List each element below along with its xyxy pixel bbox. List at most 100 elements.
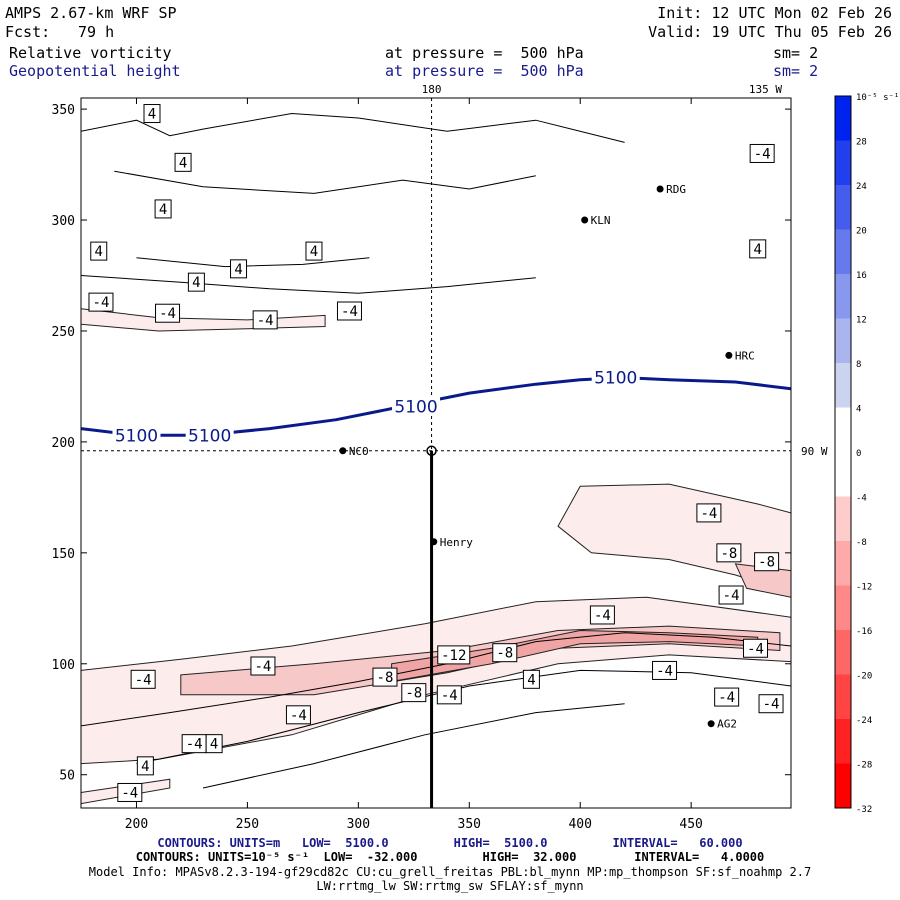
vorticity-label-9: -4 — [257, 313, 274, 329]
colorbar-tick-15: -28 — [856, 761, 872, 771]
colorbar-segment-8 — [835, 452, 851, 497]
y-tick-label-200: 200 — [52, 436, 75, 451]
colorbar-segment-5 — [835, 318, 851, 364]
vorticity-label-15: -8 — [758, 555, 775, 571]
vorticity-label-5: 4 — [234, 262, 242, 278]
vorticity-label-17: -4 — [594, 608, 611, 624]
vorticity-label-10: -4 — [341, 304, 358, 320]
colorbar-tick-3: 20 — [856, 227, 867, 237]
vorticity-contour-1 — [114, 170, 536, 194]
vorticity-label-box-1 — [174, 152, 192, 172]
colorbar-segment-14 — [835, 719, 851, 764]
vorticity-label-2: 4 — [159, 202, 167, 218]
colorbar-segment-6 — [835, 363, 851, 408]
colorbar-tick-8: 0 — [856, 449, 861, 459]
vorticity-label-29: 4 — [527, 672, 535, 688]
vorticity-label-box-22 — [130, 669, 156, 689]
vorticity-label-box-32 — [205, 734, 223, 754]
colorbar-tick-4: 16 — [856, 271, 867, 281]
vorticity-label-4: 4 — [310, 244, 318, 260]
station-label-nco: NCO — [349, 445, 369, 458]
y-tick-label-300: 300 — [52, 214, 75, 229]
colorbar-tick-1: 28 — [856, 138, 867, 148]
field2-level: at pressure = 500 hPa — [385, 62, 584, 80]
colorbar-tick-7: 4 — [856, 405, 861, 415]
colorbar-segment-0 — [835, 96, 851, 141]
vorticity-label-box-6 — [187, 272, 205, 292]
x-tick-label-450: 450 — [679, 817, 702, 832]
vorticity-label-box-30 — [285, 705, 311, 725]
model-title: AMPS 2.67-km WRF SP — [5, 4, 177, 22]
vorticity-label-box-17 — [589, 605, 615, 625]
vorticity-label-box-11 — [749, 143, 775, 163]
vorticity-label-1: 4 — [179, 155, 187, 171]
station-dot-kln — [581, 216, 589, 224]
vorticity-contour-6 — [202, 703, 625, 789]
vorticity-label-box-14 — [716, 543, 742, 563]
colorbar-segment-10 — [835, 541, 851, 586]
vorticity-label-box-5 — [230, 259, 248, 279]
station-dot-henry — [430, 538, 438, 546]
forecast-label: Fcst: — [5, 23, 51, 41]
footer-model-info: Model Info: MPASv8.2.3-194-gf29cd82c CU:… — [88, 865, 812, 879]
vorticity-label-19: -4 — [656, 663, 673, 679]
x-tick-label-400: 400 — [568, 817, 591, 832]
meridian-label-180: 180 — [422, 83, 442, 96]
vorticity-label-6: 4 — [192, 275, 200, 291]
vorticity-label-box-34 — [117, 782, 143, 802]
vorticity-label-box-23 — [250, 656, 276, 676]
vorticity-label-16: -4 — [723, 588, 740, 604]
vorticity-label-33: 4 — [141, 759, 149, 775]
vorticity-label-18: -4 — [747, 641, 764, 657]
x-tick-label-250: 250 — [236, 817, 259, 832]
vorticity-label-31: -4 — [186, 737, 203, 753]
colorbar-tick-11: -12 — [856, 583, 872, 593]
vorticity-label-0: 4 — [148, 107, 156, 123]
vorticity-label-box-20 — [714, 687, 740, 707]
colorbar-segment-2 — [835, 185, 851, 230]
colorbar-segment-15 — [835, 763, 851, 809]
colorbar-segment-3 — [835, 229, 851, 275]
field1-level: at pressure = 500 hPa — [385, 44, 584, 62]
colorbar-tick-13: -20 — [856, 672, 872, 682]
height-label-bg-2 — [392, 397, 441, 416]
colorbar-segment-9 — [835, 496, 851, 542]
vorticity-contour-0 — [81, 112, 625, 143]
field1-name: Relative vorticity — [9, 44, 172, 62]
vorticity-label-box-27 — [401, 683, 427, 703]
colorbar-segment-11 — [835, 585, 851, 631]
height-label-1: 5100 — [188, 426, 231, 446]
colorbar-tick-10: -8 — [856, 538, 867, 548]
vorticity-label-32: 4 — [210, 737, 218, 753]
vorticity-label-box-19 — [652, 660, 678, 680]
vorticity-label-box-24 — [437, 645, 471, 665]
footer-height-contours: CONTOURS: UNITS=m LOW= 5100.0 HIGH= 5100… — [157, 836, 743, 850]
vorticity-label-30: -4 — [290, 708, 307, 724]
colorbar-tick-9: -4 — [856, 494, 867, 504]
height-label-bg-1 — [185, 426, 234, 445]
y-tick-label-350: 350 — [52, 103, 75, 118]
height-label-bg-0 — [112, 426, 161, 445]
vorticity-label-box-7 — [88, 292, 114, 312]
field2-name: Geopotential height — [9, 62, 181, 80]
vorticity-label-box-4 — [305, 241, 323, 261]
vorticity-contour-5 — [136, 669, 791, 765]
station-dot-ag2 — [707, 720, 715, 728]
station-label-henry: Henry — [440, 536, 473, 549]
station-dot-hrc — [725, 351, 733, 359]
vorticity-label-box-25 — [492, 643, 518, 663]
vorticity-label-box-29 — [522, 669, 540, 689]
station-dot-nco — [339, 447, 347, 455]
vorticity-label-box-16 — [718, 585, 744, 605]
vorticity-label-11: -4 — [754, 146, 771, 162]
vorticity-label-8: -4 — [159, 306, 176, 322]
colorbar-tick-12: -16 — [856, 627, 872, 637]
station-label-ag2: AG2 — [717, 718, 737, 731]
colorbar-tick-14: -24 — [856, 716, 872, 726]
colorbar-tick-2: 24 — [856, 182, 867, 192]
vorticity-contour-3 — [136, 257, 370, 268]
colorbar-tick-5: 12 — [856, 316, 867, 326]
height-label-2: 5100 — [394, 397, 437, 417]
vorticity-label-box-9 — [252, 310, 278, 330]
